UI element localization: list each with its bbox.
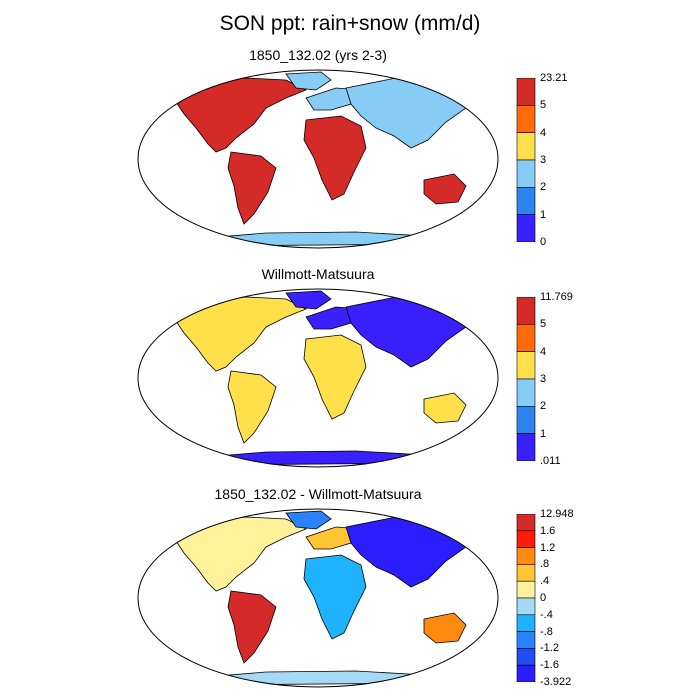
panel-1-colorbar-labels: 23.21 5 4 3 2 1 0 [538, 72, 598, 248]
colorbar-label: -.4 [540, 608, 553, 621]
land-greenland [285, 71, 332, 91]
colorbar-segment [516, 159, 536, 188]
land-asia [345, 296, 482, 368]
colorbar-label: .011 [540, 455, 561, 467]
panel-3-map [137, 508, 499, 688]
figure-title: SON ppt: rain+snow (mm/d) [219, 12, 481, 35]
land-north-america [175, 77, 307, 153]
land-south-america [227, 151, 277, 225]
land-africa [303, 115, 367, 201]
colorbar-label: 5 [540, 99, 547, 112]
panel-2-colorbar [516, 297, 536, 461]
colorbar-segment [516, 78, 536, 106]
land-australia [423, 392, 467, 424]
colorbar-segment [516, 324, 536, 352]
colorbar-segment [516, 433, 536, 461]
colorbar-label: -.8 [540, 625, 553, 638]
land-asia [345, 77, 482, 149]
colorbar-segment [516, 547, 536, 565]
panel-2-colorbar-labels: 11.769 5 4 3 2 1 .011 [538, 291, 598, 467]
colorbar-label: 4 [540, 345, 547, 358]
colorbar-label: 2 [540, 181, 547, 194]
land-south-america [227, 370, 277, 444]
colorbar-label: .8 [540, 558, 550, 571]
colorbar-segment [516, 132, 536, 161]
land-greenland [285, 290, 332, 310]
map-border [137, 508, 499, 688]
colorbar-segment [516, 214, 536, 242]
land-south-america [227, 590, 277, 664]
colorbar-label: 23.21 [540, 72, 568, 84]
colorbar-segment [516, 631, 536, 649]
colorbar-label: .4 [540, 575, 550, 588]
panel-3-colorbar [516, 514, 536, 682]
colorbar-segment [516, 351, 536, 380]
panel-1-colorbar [516, 78, 536, 242]
colorbar-label: -3.922 [540, 676, 572, 688]
colorbar-label: 4 [540, 126, 547, 139]
colorbar-segment [516, 378, 536, 407]
colorbar-segment [516, 580, 536, 599]
colorbar-label: 3 [540, 373, 547, 385]
land-australia [423, 612, 467, 644]
panel-3-colorbar-labels: 12.948 1.6 1.2 .8 .4 0 -.4 -.8 -1.2 -1.6 -3.922 [538, 508, 608, 688]
land-asia [345, 516, 482, 588]
land-australia [423, 173, 467, 205]
colorbar-segment [516, 297, 536, 325]
panel-1-title: 1850_132.02 (yrs 2-3) [249, 47, 387, 63]
panel-1-map [137, 69, 499, 249]
colorbar-label: 0 [540, 236, 547, 248]
colorbar-label: 1 [540, 427, 547, 440]
land-africa [303, 554, 367, 640]
colorbar-segment [516, 514, 536, 532]
panel-2-map [137, 288, 499, 468]
colorbar-label: 1.6 [540, 524, 556, 537]
colorbar-label: 5 [540, 318, 547, 331]
land-north-america [175, 296, 307, 372]
colorbar-segment [516, 530, 536, 548]
map-border [137, 69, 499, 249]
land-north-america [175, 516, 307, 592]
colorbar-segment [516, 614, 536, 632]
panel-3-title: 1850_132.02 - Willmott-Matsuura [214, 486, 422, 502]
colorbar-segment [516, 105, 536, 133]
colorbar-label: 12.948 [540, 508, 574, 520]
colorbar-segment [516, 664, 536, 682]
colorbar-label: 11.769 [540, 291, 573, 303]
colorbar-segment [516, 564, 536, 582]
map-border [137, 288, 499, 468]
colorbar-label: 0 [540, 592, 547, 604]
land-africa [303, 334, 367, 420]
colorbar-segment [516, 597, 536, 616]
colorbar-segment [516, 406, 536, 434]
colorbar-label: 3 [540, 154, 547, 166]
colorbar-label: 2 [540, 400, 547, 413]
colorbar-segment [516, 648, 536, 666]
panel-2-title: Willmott-Matsuura [261, 266, 375, 282]
colorbar-label: -1.2 [540, 642, 559, 655]
colorbar-label: 1 [540, 208, 547, 221]
colorbar-label: -1.6 [540, 659, 559, 672]
land-greenland [285, 510, 332, 530]
colorbar-label: 1.2 [540, 541, 556, 554]
colorbar-segment [516, 187, 536, 215]
